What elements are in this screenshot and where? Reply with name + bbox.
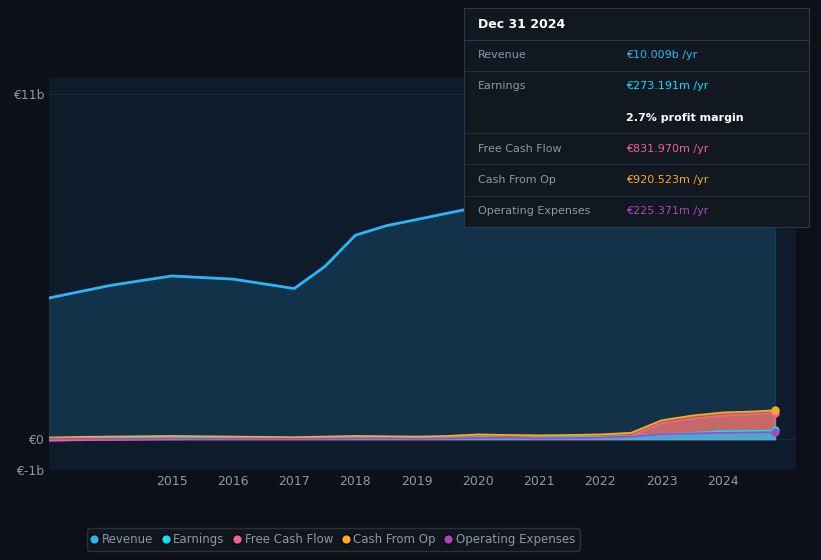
Text: €831.970m /yr: €831.970m /yr (626, 144, 709, 154)
Text: 2.7% profit margin: 2.7% profit margin (626, 113, 744, 123)
Text: Earnings: Earnings (478, 81, 526, 91)
Text: Operating Expenses: Operating Expenses (478, 206, 590, 216)
Text: Dec 31 2024: Dec 31 2024 (478, 17, 565, 30)
Text: €10.009b /yr: €10.009b /yr (626, 50, 697, 60)
Text: Revenue: Revenue (478, 50, 526, 60)
Text: €273.191m /yr: €273.191m /yr (626, 81, 709, 91)
Text: Free Cash Flow: Free Cash Flow (478, 144, 562, 154)
Text: €920.523m /yr: €920.523m /yr (626, 175, 709, 185)
Text: Cash From Op: Cash From Op (478, 175, 556, 185)
Text: €225.371m /yr: €225.371m /yr (626, 206, 709, 216)
Legend: Revenue, Earnings, Free Cash Flow, Cash From Op, Operating Expenses: Revenue, Earnings, Free Cash Flow, Cash … (86, 528, 580, 550)
